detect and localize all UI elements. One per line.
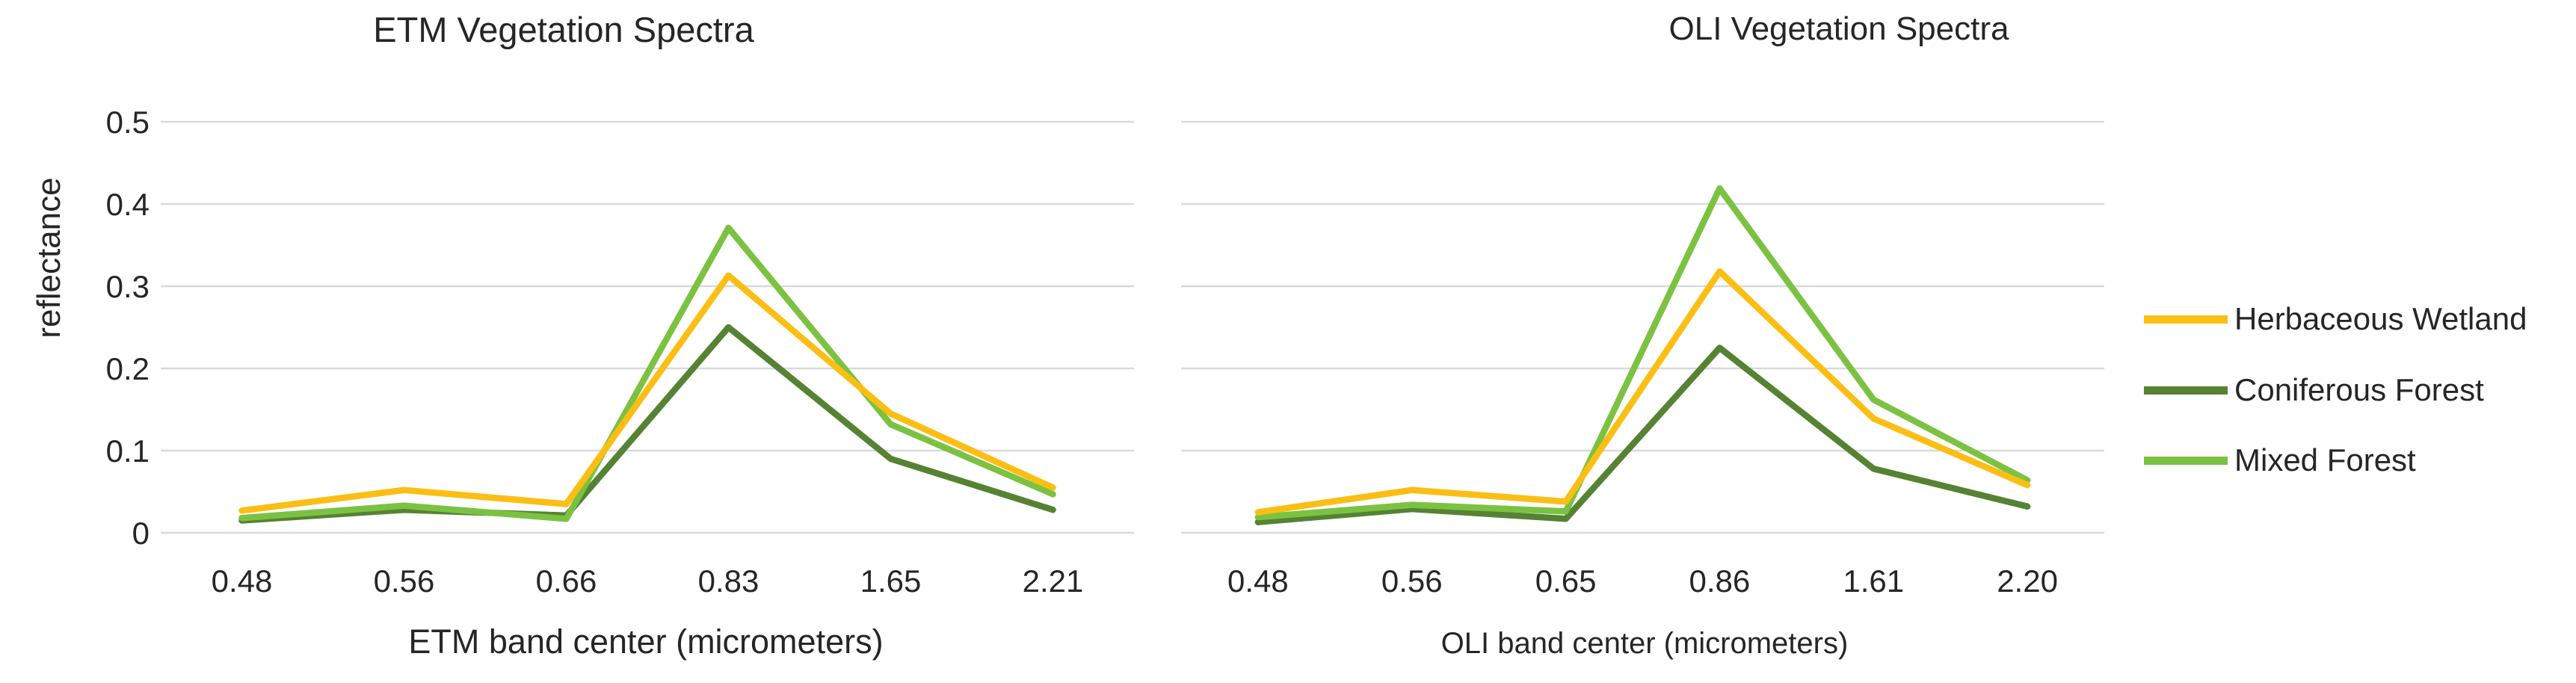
series-line-oli-coniferous-forest [1254, 344, 2031, 525]
y-tick-label: 0 [132, 516, 150, 551]
x-tick-label-oli: 0.48 [1227, 563, 1289, 599]
y-tick-label: 0.3 [106, 269, 150, 304]
y-tick-label: 0.4 [106, 187, 150, 222]
plot-area-etm: 0 0.1 0.2 0.3 0.4 0.5 0.48 0.56 0.66 0.83 1.65 2.21 [106, 105, 1134, 599]
legend-item-herbaceous-wetland: Herbaceous Wetland [2144, 298, 2527, 340]
series-line-etm-mixed-forest [238, 224, 1056, 522]
legend-item-mixed-forest: Mixed Forest [2144, 439, 2416, 481]
series-line-oli-mixed-forest [1254, 185, 2031, 521]
legend: Herbaceous Wetland Coniferous Forest Mix… [2144, 0, 2576, 683]
y-tick-label: 0.1 [106, 433, 150, 469]
legend-item-coniferous-forest: Coniferous Forest [2144, 369, 2484, 411]
x-tick-label-oli: 0.56 [1381, 563, 1443, 599]
etm-chart-title: ETM Vegetation Spectra [373, 10, 754, 49]
legend-swatch-herbaceous-wetland-line [2144, 315, 2228, 324]
y-tick-label: 0.5 [106, 105, 150, 140]
x-tick-label-etm: 0.48 [212, 563, 273, 599]
x-tick-label-oli: 0.65 [1535, 563, 1597, 599]
x-tick-label-etm: 0.83 [698, 563, 759, 599]
legend-swatch-coniferous-forest-line [2144, 386, 2228, 395]
x-tick-label-etm: 0.56 [374, 563, 435, 599]
plot-area-oli: 0.48 0.56 0.65 0.86 1.61 2.20 [1181, 120, 2104, 599]
x-tick-label-etm: 0.66 [536, 563, 597, 599]
etm-x-axis-title: ETM band center (micrometers) [408, 622, 884, 661]
series-line-etm-herbaceous-wetland [238, 272, 1056, 514]
legend-label-mixed-forest: Mixed Forest [2234, 442, 2416, 478]
legend-label-herbaceous-wetland: Herbaceous Wetland [2234, 301, 2527, 336]
oli-x-axis-title: OLI band center (micrometers) [1440, 627, 1849, 660]
x-tick-label-oli: 0.86 [1689, 563, 1751, 599]
series-line-etm-coniferous-forest [238, 324, 1056, 524]
legend-swatch-mixed-forest-line [2144, 456, 2228, 465]
y-tick-label: 0.2 [106, 351, 150, 386]
x-tick-label-etm: 2.21 [1023, 563, 1084, 599]
x-tick-label-oli: 1.61 [1843, 563, 1904, 599]
x-tick-label-oli: 2.20 [1997, 563, 2058, 599]
x-tick-label-etm: 1.65 [860, 563, 922, 599]
legend-label-coniferous-forest: Coniferous Forest [2234, 372, 2484, 407]
oli-chart-title: OLI Vegetation Spectra [1668, 10, 2009, 47]
series-line-oli-herbaceous-wetland [1254, 268, 2031, 516]
